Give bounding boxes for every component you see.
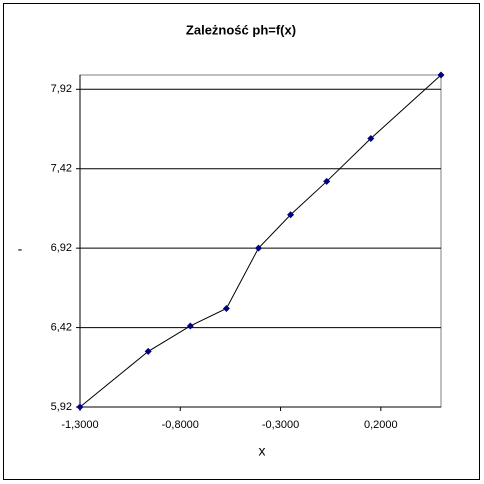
y-tick-label: 6,92 (51, 242, 72, 254)
y-tick-label: 6,42 (51, 321, 72, 333)
y-axis-label: - (18, 241, 23, 257)
data-point (186, 322, 194, 330)
data-point (76, 403, 84, 411)
chart-title: Zależność ph=f(x) (186, 22, 296, 37)
x-axis-label: x (259, 443, 266, 459)
x-tick-label: -0,8000 (162, 419, 199, 431)
data-point (367, 135, 375, 143)
data-point (437, 71, 445, 79)
data-point (144, 347, 152, 355)
y-tick-label: 5,92 (51, 401, 72, 413)
y-tick-label: 7,92 (51, 83, 72, 95)
x-tick-label: -1,3000 (61, 419, 98, 431)
data-point (222, 305, 230, 313)
plot-area (79, 74, 442, 408)
x-tick-label: 0,2000 (364, 419, 398, 431)
data-point (254, 244, 262, 252)
data-point (323, 177, 331, 185)
y-tick-label: 7,42 (51, 163, 72, 175)
x-tick-label: -0,3000 (262, 419, 299, 431)
data-point (287, 211, 295, 219)
